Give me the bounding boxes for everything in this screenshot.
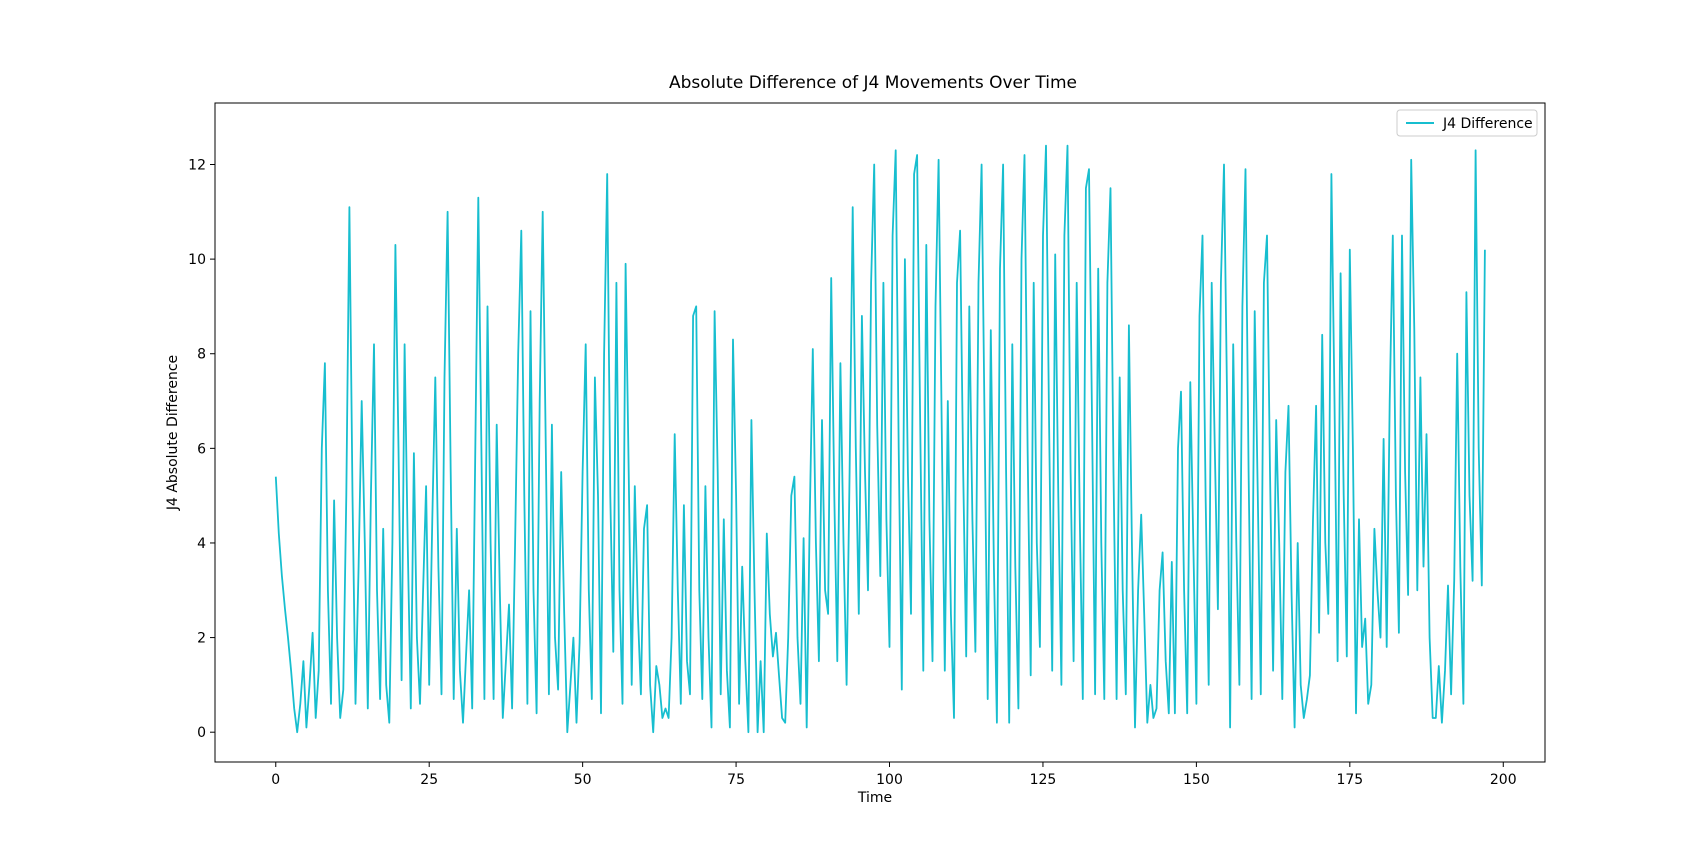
- y-tick-label: 8: [197, 347, 206, 363]
- x-tick-label: 200: [1490, 772, 1517, 788]
- x-tick-label: 175: [1336, 772, 1363, 788]
- x-tick-label: 100: [876, 772, 903, 788]
- y-tick-label: 12: [188, 158, 206, 174]
- y-tick-label: 6: [197, 441, 206, 457]
- x-axis-ticks: 0 25 50 75 100 125 150 175 200: [271, 762, 1517, 788]
- plot-frame: [214, 102, 1546, 763]
- x-axis-label: Time: [857, 790, 892, 806]
- x-tick-label: 75: [727, 772, 745, 788]
- y-axis-label: J4 Absolute Difference: [165, 355, 181, 511]
- y-tick-label: 10: [188, 252, 206, 268]
- y-tick-label: 2: [197, 631, 206, 647]
- legend-entry-j4-difference: J4 Difference: [1442, 116, 1533, 132]
- x-tick-label: 0: [271, 772, 280, 788]
- legend: J4 Difference: [1396, 109, 1538, 137]
- x-tick-label: 150: [1183, 772, 1210, 788]
- y-axis-ticks: 0 2 4 6 8 10 12: [188, 158, 215, 741]
- x-tick-label: 125: [1030, 772, 1057, 788]
- y-tick-label: 0: [197, 725, 206, 741]
- x-tick-label: 50: [574, 772, 592, 788]
- y-tick-label: 4: [197, 536, 206, 552]
- series-line-j4-difference: [274, 144, 1486, 734]
- chart-title: Absolute Difference of J4 Movements Over…: [669, 73, 1077, 93]
- legend-box: [1396, 109, 1538, 137]
- x-tick-label: 25: [420, 772, 438, 788]
